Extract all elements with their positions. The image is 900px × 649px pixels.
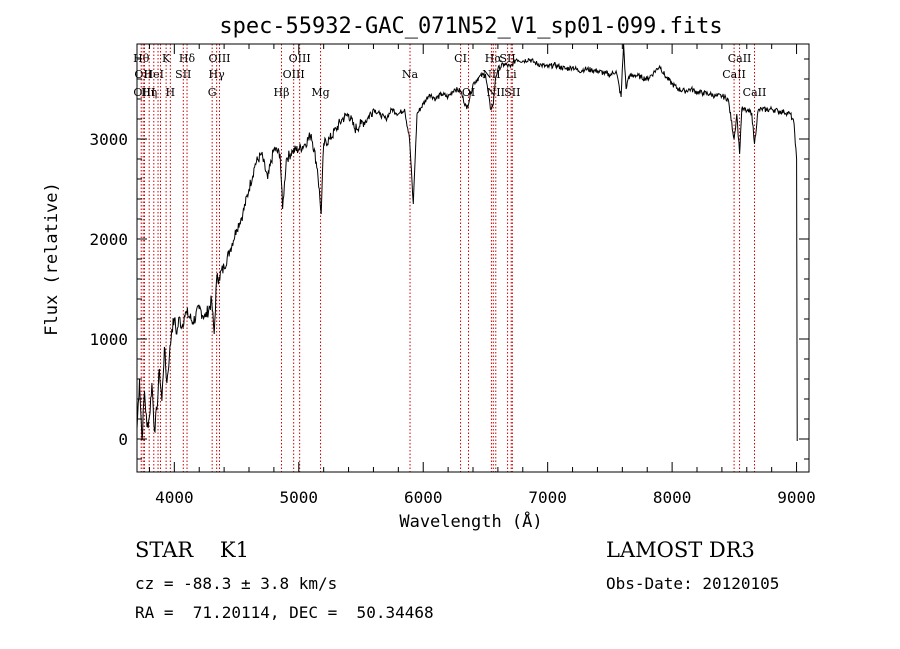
line-mark-label: H (166, 86, 176, 99)
line-mark-label: OIII (208, 52, 230, 65)
line-mark-label: K (162, 52, 171, 65)
y-axis: 0 1000 2000 3000 (89, 58, 809, 460)
line-mark-label: Hδ (179, 52, 196, 65)
line-mark-label: NII (487, 86, 505, 99)
spectrum-line (136, 43, 798, 442)
line-mark-label: CaII (743, 86, 767, 99)
redshift-readout: cz = -88.3 ± 3.8 km/s (135, 574, 338, 593)
x-tick-label: 9000 (777, 488, 816, 507)
x-tick-label: 5000 (280, 488, 319, 507)
y-tick-label: 2000 (89, 230, 128, 249)
observation-date: Obs-Date: 20120105 (606, 574, 780, 593)
line-mark-label: OI (462, 86, 475, 99)
line-mark-label: HeI (144, 68, 164, 81)
y-tick-label: 1000 (89, 330, 128, 349)
object-class: STAR K1 (135, 538, 249, 562)
line-mark-label: CaII (722, 68, 746, 81)
line-mark-label: OIII (289, 52, 311, 65)
spectrum-series (136, 43, 798, 442)
x-tick-label: 4000 (155, 488, 194, 507)
chart-title: spec-55932-GAC_071N52_V1_sp01-099.fits (219, 14, 722, 39)
survey-name: LAMOST DR3 (606, 538, 755, 562)
x-tick-label: 8000 (653, 488, 692, 507)
x-axis: 4000 5000 6000 7000 8000 9000 (148, 44, 816, 507)
line-mark-label: Hβ (274, 86, 290, 99)
line-mark-label: Mg (311, 86, 329, 99)
line-mark-label: Hγ (209, 68, 226, 81)
line-mark-label: Hη (141, 86, 157, 99)
line-mark-label: OII (134, 68, 152, 81)
line-mark-label: SII (175, 68, 191, 81)
y-tick-label: 0 (118, 430, 128, 449)
y-tick-label: 3000 (89, 130, 128, 149)
x-axis-label: Wavelength (Å) (399, 510, 542, 532)
line-mark-label: CaII (728, 52, 752, 65)
line-mark-label: Na (402, 68, 419, 81)
y-axis-label: Flux (relative) (42, 182, 62, 336)
spectral-line-marks: HθOIIOIIIHηHeIKHSIIHδGHγOIIIHβOIIIOIIIMg… (133, 44, 766, 472)
line-mark-label: SII (504, 86, 520, 99)
coordinates-readout: RA = 71.20114, DEC = 50.34468 (135, 603, 434, 622)
line-mark-label: OIII (283, 68, 305, 81)
plot-frame (136, 43, 810, 473)
line-mark-label: Hα (485, 52, 503, 65)
line-mark-label: CI (454, 52, 467, 65)
x-tick-label: 7000 (528, 488, 567, 507)
line-mark-label: OIII (133, 86, 155, 99)
x-tick-label: 6000 (404, 488, 443, 507)
line-mark-label: G (208, 86, 217, 99)
line-mark-label: Li (506, 68, 517, 81)
